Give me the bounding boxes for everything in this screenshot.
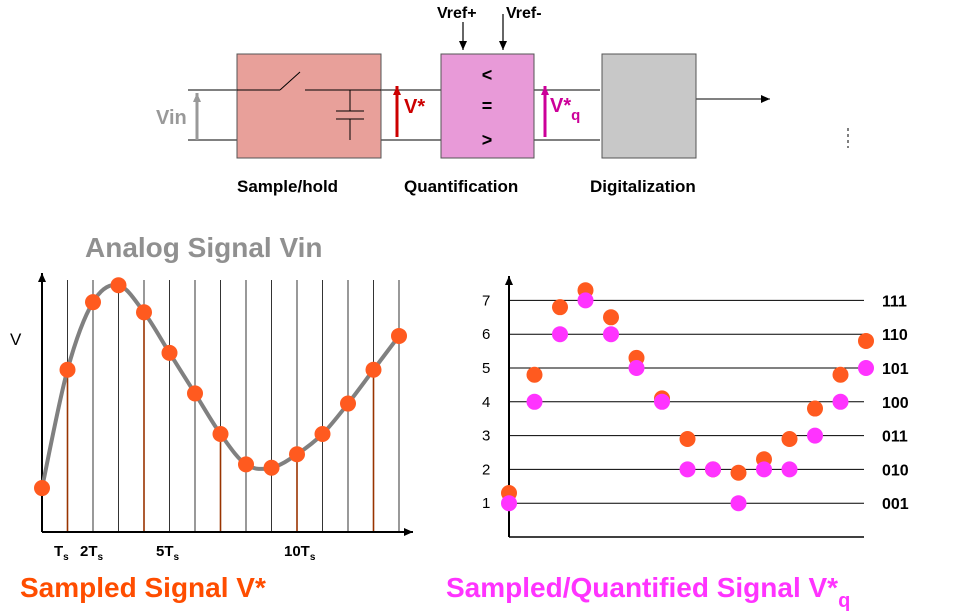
binary-code-label: 010 [882,462,909,479]
left-chart-title: Analog Signal Vin [85,232,323,263]
sample-point [391,327,407,344]
sampled-point [526,366,543,383]
sample-point [59,361,76,378]
binary-code-label: 100 [882,395,909,412]
left-chart-caption: Sampled Signal V* [20,572,266,603]
quantified-point [501,495,517,512]
sample-point [212,425,229,442]
vin-label: Vin [156,107,187,129]
sample-point [263,459,280,476]
cmp-gt: > [482,130,493,150]
v-star-label: V* [404,96,425,118]
sample-point [34,480,50,497]
left-chart-points [34,277,407,497]
binary-code-label: 110 [882,327,908,344]
binary-code-label: 101 [882,361,909,378]
quantified-point [807,427,823,444]
block-diagram: Vin V* Vref+ Vref- < = > V*q [156,5,849,196]
quantified-point [781,461,798,478]
vref-plus-label: Vref+ [437,5,477,22]
sampled-point [832,366,849,383]
sample-point [365,361,382,378]
quantified-point [628,360,645,376]
xtick-2ts: 2Ts [80,543,104,563]
sample-point [340,395,356,412]
sample-point [85,294,101,311]
quantified-point [526,393,543,410]
y-tick-label: 1 [482,495,490,512]
label-quantification: Quantification [404,177,518,196]
sampled-point [552,299,568,316]
left-chart: Analog Signal Vin V Ts 2Ts 5Ts 10Ts Samp… [10,232,413,603]
quantified-point [552,326,568,343]
y-tick-label: 5 [482,360,490,377]
quantification-block [440,53,535,159]
sampled-point [807,400,823,417]
quantified-point [577,292,594,309]
sample-hold-block [236,53,382,159]
quantified-point [756,461,772,478]
sampled-point [781,430,798,447]
cmp-lt: < [482,65,493,85]
right-chart-codes: 001 010 011 100 101 110 111 [882,293,909,513]
right-chart-yticks: 1 2 3 4 5 6 7 [482,292,490,512]
binary-code-label: 001 [882,496,909,513]
sampled-point [603,309,619,326]
sample-point [238,456,254,473]
binary-code-label: 111 [882,293,907,310]
vref-minus-label: Vref- [506,5,542,22]
sample-point [136,304,152,321]
binary-code-label: 011 [882,429,908,446]
quantified-point [654,393,670,410]
right-chart-points [501,282,874,512]
digitalization-block [601,53,697,159]
switch-and-capacitor [237,71,381,140]
left-chart-stems [66,312,375,532]
cmp-eq: = [482,96,493,116]
right-chart-caption: Sampled/Quantified Signal V*q [446,572,850,612]
quantified-point [603,326,619,343]
right-chart: 1 2 3 4 5 6 7 001 010 011 100 101 110 111 Sampled/Qu… [446,276,909,612]
sampled-point [730,464,747,481]
y-tick-label: 7 [482,292,490,309]
sampled-point [679,430,696,447]
xtick-ts: Ts [54,543,69,563]
left-chart-ylabel: V [10,330,22,349]
quantified-point [679,461,696,478]
y-tick-label: 6 [482,326,490,343]
quantified-point [705,461,721,478]
xtick-5ts: 5Ts [156,543,180,563]
quantified-point [858,360,874,376]
label-digitalization: Digitalization [590,177,696,196]
quantified-point [832,393,849,410]
y-tick-label: 3 [482,428,490,445]
label-sample-hold: Sample/hold [237,177,338,196]
v-star-q-label: V*q [550,95,580,124]
y-tick-label: 4 [482,394,490,411]
sample-point [314,425,331,442]
xtick-10ts: 10Ts [284,543,316,563]
sample-point [187,385,203,402]
y-tick-label: 2 [482,461,490,478]
sample-point [110,277,127,294]
quantified-point [730,495,747,512]
sample-point [161,344,178,361]
sample-point [289,446,305,463]
sampled-point [858,332,874,349]
